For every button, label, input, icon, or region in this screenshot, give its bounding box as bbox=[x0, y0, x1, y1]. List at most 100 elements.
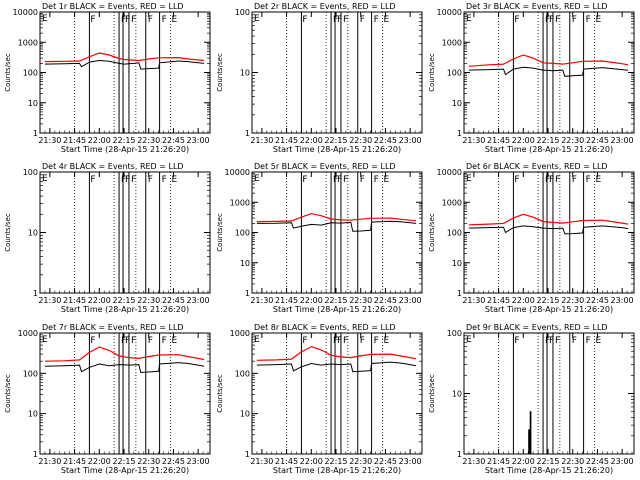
flag-label: F bbox=[302, 336, 307, 346]
panel-title: Det 9r BLACK = Events, RED = LLD bbox=[466, 323, 608, 332]
flag-label: E bbox=[466, 335, 472, 345]
x-axis-label: Start Time (28-Apr-15 21:26:20) bbox=[485, 145, 613, 154]
x-tick-label: 23:00 bbox=[611, 457, 634, 466]
x-tick-label: 21:45 bbox=[487, 296, 510, 305]
flag-label: F bbox=[514, 336, 519, 346]
y-tick-label: 10 bbox=[452, 259, 462, 268]
lld-series-line bbox=[256, 345, 417, 361]
events-series-line bbox=[44, 362, 205, 374]
y-tick-label: 1 bbox=[33, 129, 38, 138]
flag-label: F bbox=[343, 175, 348, 185]
flag-label: F bbox=[333, 15, 338, 25]
plot-frame bbox=[39, 332, 211, 455]
x-tick-label: 22:00 bbox=[300, 457, 323, 466]
x-axis-label: Start Time (28-Apr-15 21:26:20) bbox=[61, 145, 189, 154]
flag-label: F bbox=[148, 15, 153, 25]
x-tick-label: 22:45 bbox=[586, 457, 609, 466]
x-tick-label: 22:45 bbox=[586, 136, 609, 145]
flag-label: F bbox=[545, 15, 550, 25]
flag-label: F bbox=[162, 336, 167, 346]
y-tick-label: 1 bbox=[33, 289, 38, 298]
x-tick-label: 22:00 bbox=[88, 457, 111, 466]
flag-label: F bbox=[131, 15, 136, 25]
x-tick-label: 22:00 bbox=[512, 136, 535, 145]
x-axis-label: Start Time (28-Apr-15 21:26:20) bbox=[61, 305, 189, 314]
x-tick-label: 21:45 bbox=[63, 457, 86, 466]
y-axis-label: Counts/sec bbox=[428, 53, 436, 92]
y-tick-label: 1 bbox=[245, 289, 250, 298]
flag-label: F bbox=[337, 15, 342, 25]
y-axis-label: Counts/sec bbox=[428, 213, 436, 252]
flag-label: F bbox=[90, 336, 95, 346]
plot-frame bbox=[39, 171, 211, 294]
y-tick-label: 10 bbox=[28, 410, 38, 419]
flag-label: F bbox=[572, 175, 577, 185]
y-tick-label: 1 bbox=[245, 450, 250, 459]
y-tick-label: 100 bbox=[447, 229, 462, 238]
y-tick-label: 100 bbox=[235, 369, 250, 378]
x-tick-label: 21:30 bbox=[38, 136, 61, 145]
x-axis-label: Start Time (28-Apr-15 21:26:20) bbox=[273, 466, 401, 475]
x-tick-label: 22:15 bbox=[536, 296, 559, 305]
x-tick-label: 21:45 bbox=[275, 136, 298, 145]
panel-title: Det 8r BLACK = Events, RED = LLD bbox=[254, 323, 396, 332]
flag-label: F bbox=[337, 336, 342, 346]
y-tick-label: 100 bbox=[447, 69, 462, 78]
x-axis-label: Start Time (28-Apr-15 21:26:20) bbox=[273, 145, 401, 154]
y-tick-label: 10 bbox=[28, 229, 38, 238]
y-axis-label: Counts/sec bbox=[4, 374, 12, 413]
x-tick-label: 23:00 bbox=[187, 136, 210, 145]
flag-label: F bbox=[545, 175, 550, 185]
y-axis-label: Counts/sec bbox=[4, 213, 12, 252]
y-tick-label: 1000 bbox=[18, 329, 38, 338]
x-tick-label: 21:45 bbox=[63, 136, 86, 145]
flag-label: F bbox=[514, 175, 519, 185]
plot-frame bbox=[463, 171, 635, 294]
flag-label: F bbox=[572, 336, 577, 346]
y-tick-label: 10000 bbox=[437, 8, 462, 17]
y-tick-label: 10000 bbox=[13, 8, 38, 17]
events-series-line bbox=[468, 225, 629, 235]
flag-label: E bbox=[171, 15, 177, 25]
x-tick-label: 23:00 bbox=[187, 457, 210, 466]
y-tick-label: 10 bbox=[28, 99, 38, 108]
flag-label: F bbox=[90, 15, 95, 25]
x-tick-label: 21:30 bbox=[462, 457, 485, 466]
y-tick-label: 10 bbox=[452, 390, 462, 399]
flag-label: F bbox=[121, 175, 126, 185]
plot-frame bbox=[251, 11, 423, 134]
y-tick-label: 1000 bbox=[230, 198, 250, 207]
x-tick-label: 22:15 bbox=[112, 136, 135, 145]
x-tick-label: 22:15 bbox=[536, 457, 559, 466]
x-tick-label: 22:15 bbox=[112, 457, 135, 466]
flag-label: F bbox=[555, 15, 560, 25]
flag-label: F bbox=[360, 336, 365, 346]
panel-title: Det 4r BLACK = Events, RED = LLD bbox=[42, 162, 184, 171]
flag-label: F bbox=[148, 175, 153, 185]
x-tick-label: 22:00 bbox=[512, 296, 535, 305]
x-tick-label: 22:00 bbox=[88, 296, 111, 305]
y-axis-label: Counts/sec bbox=[4, 53, 12, 92]
y-tick-label: 100 bbox=[23, 369, 38, 378]
x-tick-label: 22:45 bbox=[162, 296, 185, 305]
y-tick-label: 100 bbox=[447, 329, 462, 338]
y-tick-label: 1 bbox=[457, 289, 462, 298]
x-tick-label: 21:45 bbox=[487, 136, 510, 145]
x-tick-label: 22:15 bbox=[536, 136, 559, 145]
x-tick-label: 21:30 bbox=[462, 136, 485, 145]
lld-series-line bbox=[256, 212, 417, 223]
y-tick-label: 100 bbox=[23, 69, 38, 78]
flag-label: F bbox=[514, 15, 519, 25]
y-tick-label: 1000 bbox=[18, 38, 38, 47]
flag-label: F bbox=[302, 15, 307, 25]
x-axis-label: Start Time (28-Apr-15 21:26:20) bbox=[61, 466, 189, 475]
flag-label: F bbox=[360, 175, 365, 185]
x-tick-label: 23:00 bbox=[399, 457, 422, 466]
events-series-line bbox=[528, 411, 532, 455]
plot-frame bbox=[251, 171, 423, 294]
